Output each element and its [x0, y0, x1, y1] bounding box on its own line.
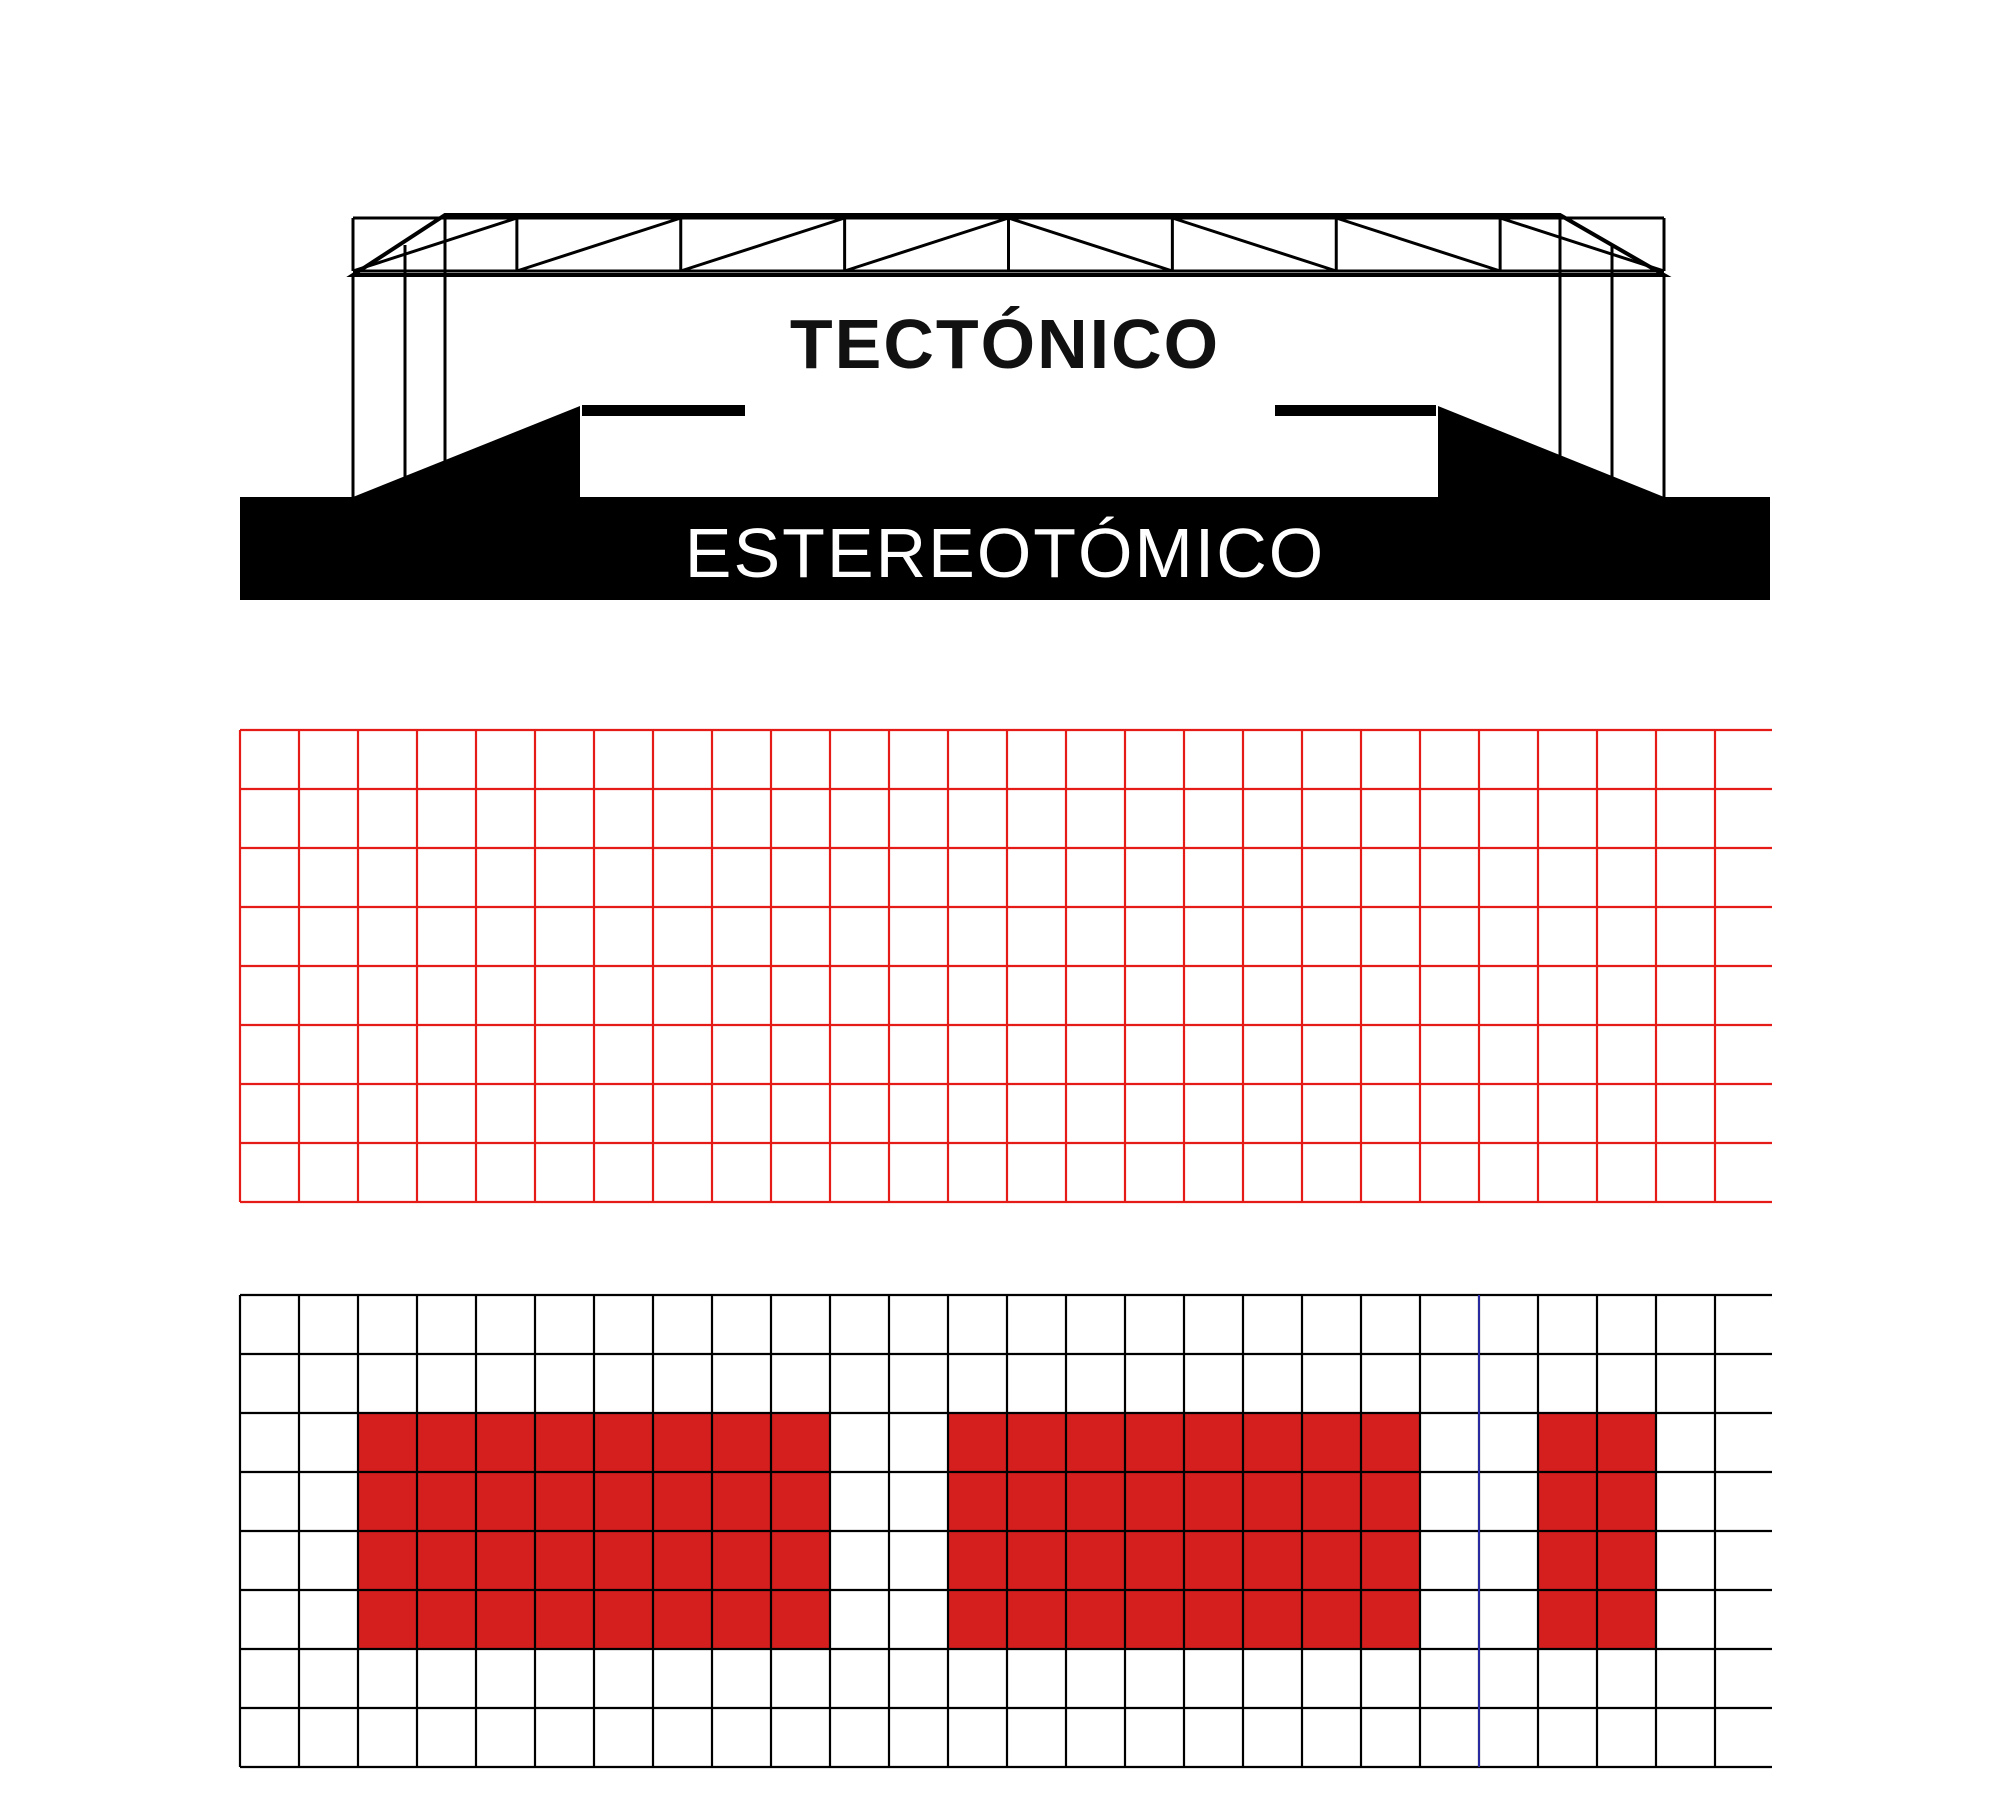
red-grid [238, 728, 1772, 1204]
stereotomic-label: ESTEREOTÓMICO [685, 513, 1325, 593]
black-grid [238, 1293, 1772, 1769]
diagram-canvas: TECTÓNICO ESTEREOTÓMICO [0, 0, 2000, 1810]
tectonic-label: TECTÓNICO [790, 304, 1220, 384]
